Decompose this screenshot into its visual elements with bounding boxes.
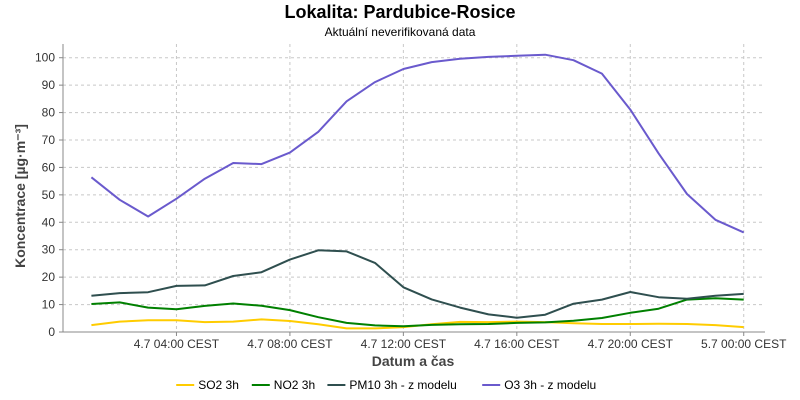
y-tick-label: 10: [42, 298, 56, 312]
tick-labels: 0 10 20 30 40 50 60 70 80 90 100 4.7 04:00 CEST 4.7 …: [35, 51, 787, 351]
chart-title: Lokalita: Pardubice-Rosice: [284, 2, 515, 22]
y-tick-label: 90: [42, 78, 56, 92]
legend-item-pm10-3h-z-modelu: PM10 3h - z modelu: [327, 378, 457, 392]
legend: SO2 3h NO2 3h PM10 3h - z modelu O3 3h - z …: [176, 378, 596, 392]
legend-item-o3-3h-z-modelu: O3 3h - z modelu: [482, 378, 596, 392]
y-tick-label: 100: [35, 51, 55, 65]
y-tick-label: 80: [42, 106, 56, 120]
y-tick-label: 60: [42, 160, 56, 174]
x-axis-label: Datum a čas: [372, 353, 455, 369]
legend-item-no2-3h: NO2 3h: [251, 378, 315, 392]
x-tick-label: 4.7 12:00 CEST: [361, 337, 447, 351]
axes: [59, 44, 765, 336]
chart-subtitle: Aktuální neverifikovaná data: [325, 25, 476, 39]
y-tick-label: 70: [42, 133, 56, 147]
legend-label: SO2 3h: [198, 378, 239, 392]
y-tick-label: 40: [42, 215, 56, 229]
x-tick-label: 4.7 16:00 CEST: [474, 337, 560, 351]
x-tick-label: 4.7 08:00 CEST: [247, 337, 333, 351]
series-line-no2-3h: [91, 297, 744, 328]
x-tick-label: 4.7 20:00 CEST: [588, 337, 674, 351]
series-line-so2-3h: [91, 318, 744, 330]
y-tick-label: 30: [42, 243, 56, 257]
y-axis-label: Koncentrace [µg·m⁻³]: [12, 124, 28, 268]
grid: [63, 44, 765, 332]
series-line-o3-3h-z-modelu: [90, 53, 745, 234]
legend-label: PM10 3h - z modelu: [349, 378, 456, 392]
series-lines: [90, 53, 745, 330]
series-line-pm10-3h-z-modelu: [91, 249, 744, 319]
legend-label: O3 3h - z modelu: [504, 378, 596, 392]
x-tick-label: 5.7 00:00 CEST: [701, 337, 787, 351]
y-tick-label: 50: [42, 188, 56, 202]
legend-item-so2-3h: SO2 3h: [176, 378, 239, 392]
y-tick-label: 0: [48, 325, 55, 339]
x-tick-label: 4.7 04:00 CEST: [134, 337, 220, 351]
legend-label: NO2 3h: [274, 378, 315, 392]
y-tick-label: 20: [42, 270, 56, 284]
